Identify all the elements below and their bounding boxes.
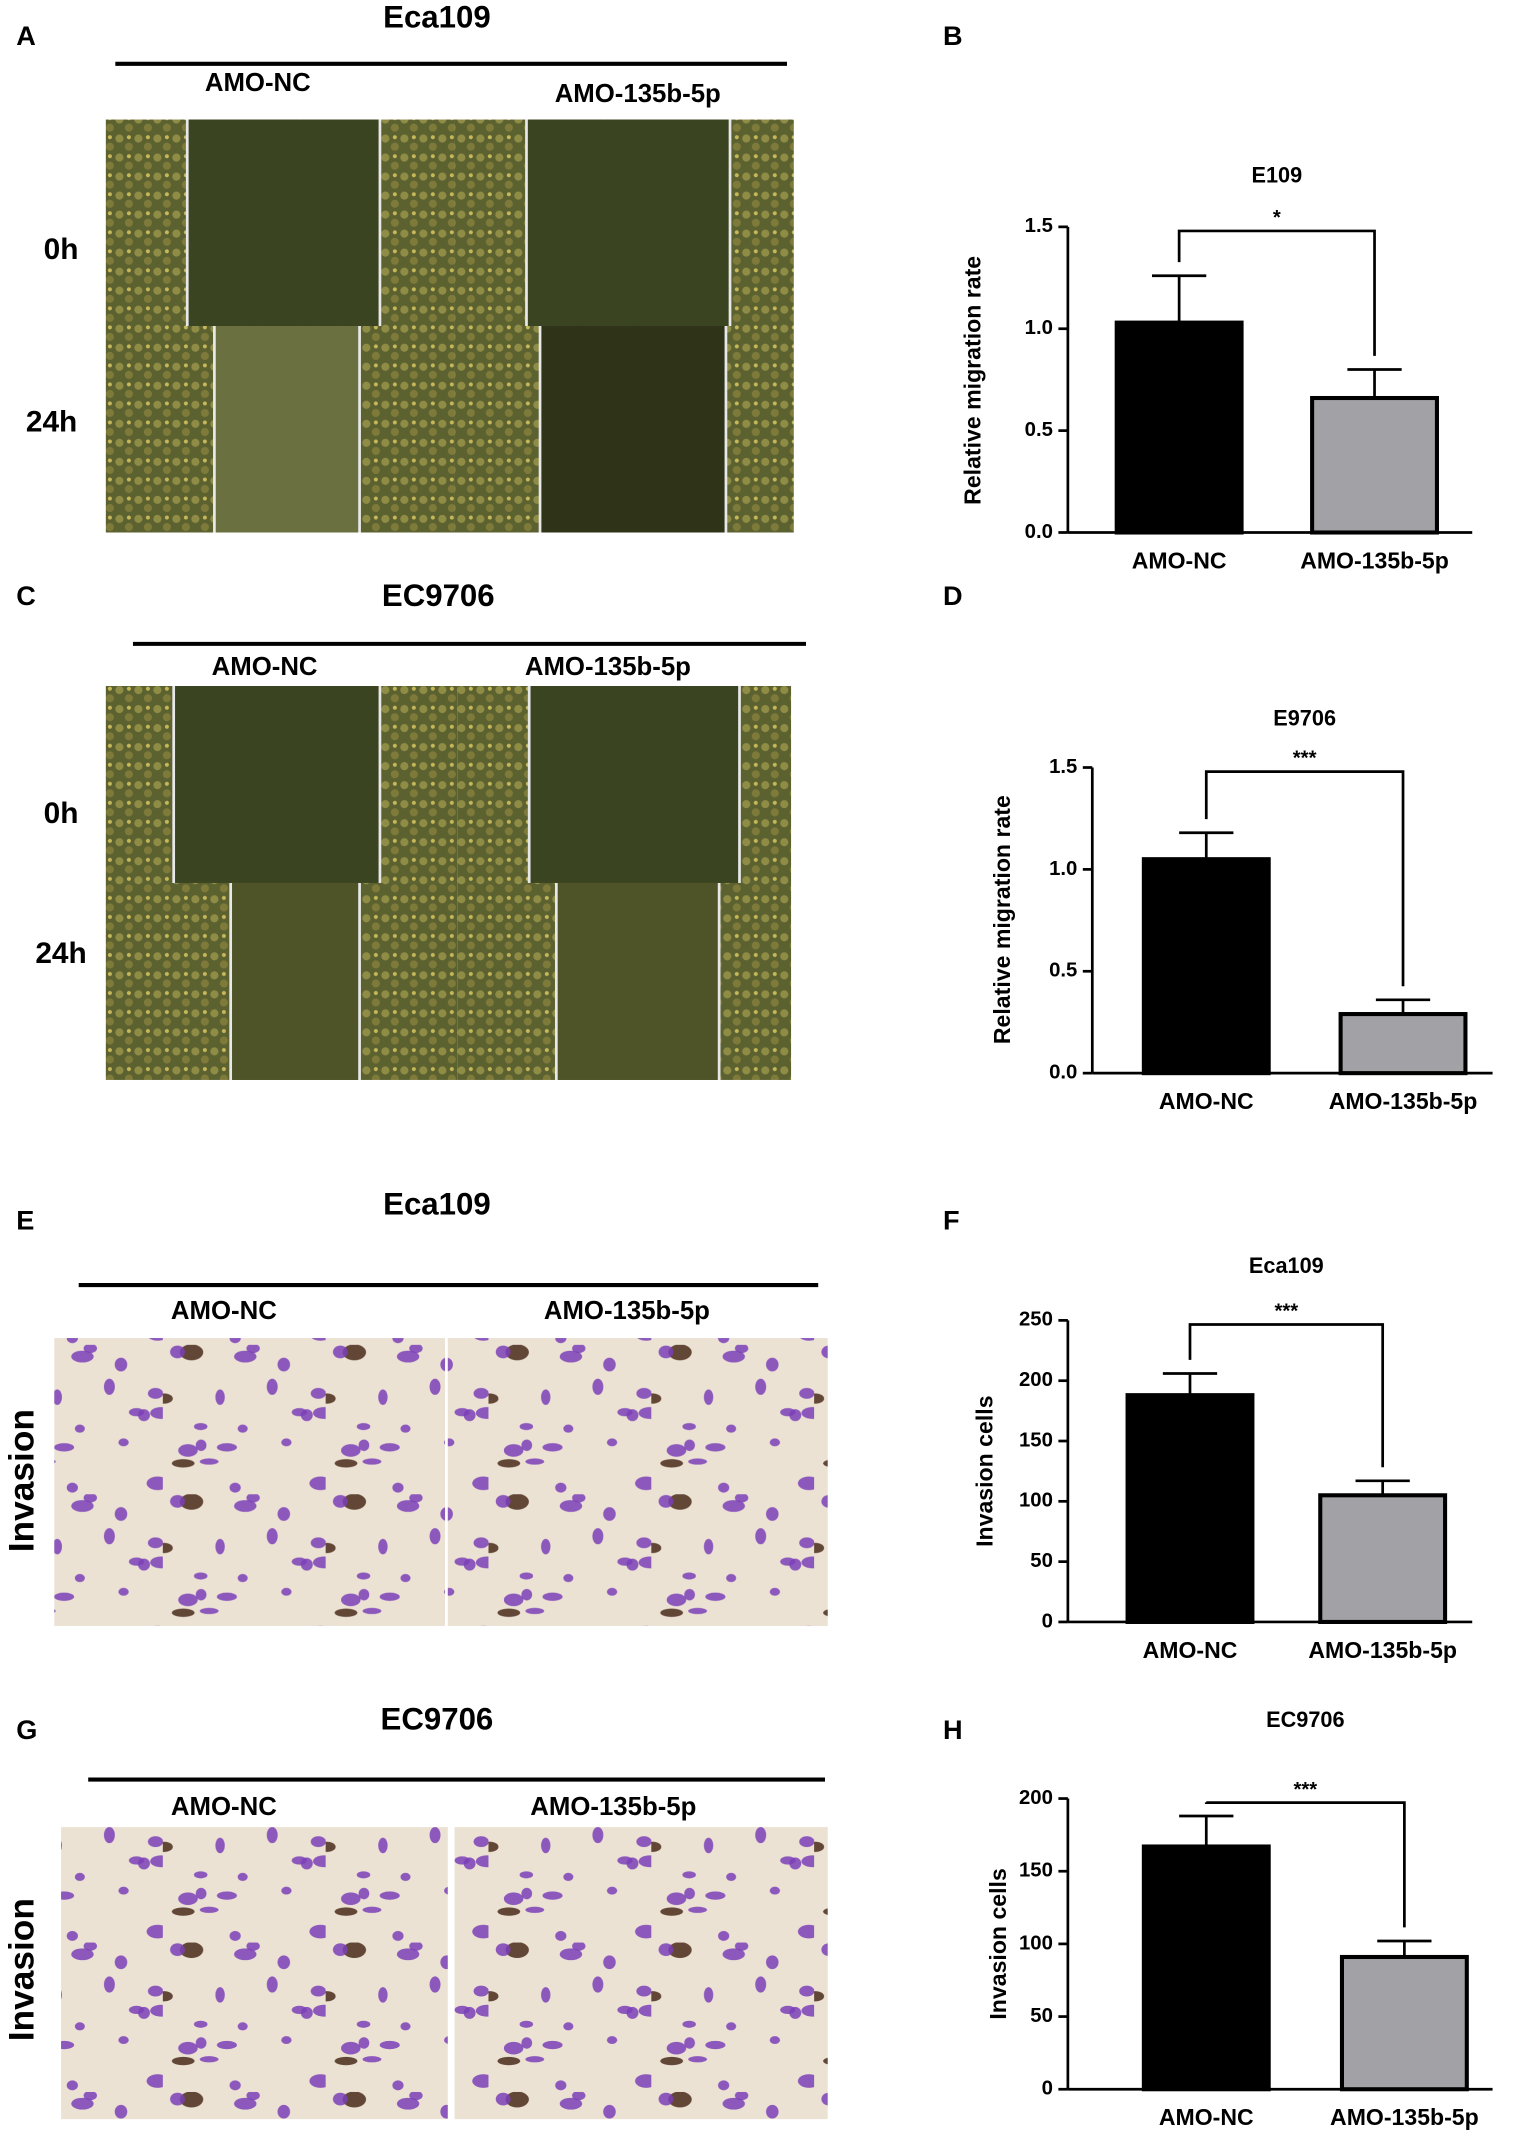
column-label: AMO-NC <box>171 1793 277 1821</box>
x-tick-label: AMO-NC <box>1159 1088 1254 1114</box>
significance: *** <box>1274 1301 1298 1323</box>
significance-bracket <box>1204 1801 1406 1928</box>
y-tick-label: 150 <box>1019 1429 1053 1451</box>
x-tick-label: AMO-135b-5p <box>1329 1088 1478 1114</box>
column-label: AMO-NC <box>212 653 318 681</box>
significance: *** <box>1293 1779 1317 1801</box>
chart-letter: H <box>943 1714 963 1745</box>
bar <box>1339 1954 1469 2092</box>
panel-title: Eca109 <box>383 1187 491 1222</box>
bar <box>1125 1393 1255 1624</box>
y-tick-label: 0.0 <box>1025 521 1053 543</box>
x-tick-label: AMO-135b-5p <box>1308 1637 1457 1663</box>
column-label: AMO-135b-5p <box>525 653 691 681</box>
panel-title: Eca109 <box>383 0 491 34</box>
column-label: AMO-NC <box>205 69 311 97</box>
wound-gap <box>529 686 740 883</box>
column-label: AMO-135b-5p <box>544 1297 710 1325</box>
x-tick-label: AMO-NC <box>1132 547 1227 573</box>
wound-gap <box>173 686 380 883</box>
bar <box>1338 1012 1468 1076</box>
significance-bracket <box>1204 770 1405 987</box>
row-label: 0h <box>44 797 79 830</box>
wound-gap <box>540 326 726 533</box>
y-tick-label: 200 <box>1019 1787 1053 1809</box>
y-tick-label: 0 <box>1042 1610 1053 1632</box>
panel-letter: E <box>16 1205 34 1236</box>
wound-gap <box>230 882 360 1080</box>
x-tick-label: AMO-135b-5p <box>1330 2104 1479 2130</box>
chart-title: E109 <box>1251 162 1302 187</box>
significance-bracket <box>1188 1323 1385 1468</box>
wound-gap <box>214 326 360 533</box>
x-tick-label: AMO-NC <box>1143 1637 1238 1663</box>
bar <box>1318 1493 1448 1624</box>
bar <box>1114 320 1244 535</box>
column-label: AMO-135b-5p <box>555 80 721 108</box>
panel-letter: C <box>16 580 36 611</box>
panel-letter: G <box>16 1714 37 1745</box>
y-tick-label: 1.0 <box>1049 858 1077 880</box>
x-tick-label: AMO-NC <box>1159 2104 1254 2130</box>
bar <box>1310 395 1439 535</box>
wound-gap <box>187 119 380 327</box>
chart-letter: B <box>943 20 963 51</box>
chart-title: Eca109 <box>1249 1253 1324 1278</box>
x-tick-label: AMO-135b-5p <box>1300 547 1449 573</box>
y-axis-label: Invasion cells <box>972 1395 998 1546</box>
significance: * <box>1273 207 1281 229</box>
y-tick-label: 1.0 <box>1025 317 1053 339</box>
micrograph <box>454 1827 828 2120</box>
y-tick-label: 0.5 <box>1049 960 1077 982</box>
y-tick-label: 50 <box>1030 1550 1053 1572</box>
row-label: 0h <box>44 233 79 266</box>
y-tick-label: 100 <box>1019 1932 1053 1954</box>
y-tick-label: 0 <box>1042 2078 1053 2100</box>
panel-title: EC9706 <box>381 1701 494 1736</box>
chart-title: EC9706 <box>1266 1707 1344 1732</box>
column-label: AMO-NC <box>171 1297 277 1325</box>
row-label: 24h <box>35 937 86 970</box>
panel-letter: A <box>16 20 36 51</box>
significance-bracket <box>1177 229 1376 356</box>
y-tick-label: 200 <box>1019 1369 1053 1391</box>
row-label: Invasion <box>3 1898 42 2041</box>
chart-letter: F <box>943 1205 960 1236</box>
y-tick-label: 0.0 <box>1049 1062 1077 1084</box>
y-axis-label: Relative migration rate <box>959 256 985 505</box>
y-axis-label: Relative migration rate <box>989 795 1015 1044</box>
wound-gap <box>526 119 731 327</box>
row-label: 24h <box>26 406 77 439</box>
wound-gap <box>556 882 720 1080</box>
y-tick-label: 50 <box>1030 2005 1053 2027</box>
bar <box>1141 1844 1271 2092</box>
y-tick-label: 0.5 <box>1025 419 1053 441</box>
y-tick-label: 250 <box>1019 1309 1053 1331</box>
chart-letter: D <box>943 580 963 611</box>
y-axis-label: Invasion cells <box>985 1868 1011 2019</box>
bar <box>1141 857 1271 1076</box>
column-label: AMO-135b-5p <box>530 1793 696 1821</box>
micrograph <box>447 1338 828 1627</box>
row-label: Invasion <box>3 1409 42 1552</box>
micrograph <box>54 1338 446 1627</box>
chart-title: E9706 <box>1273 706 1336 731</box>
y-tick-label: 1.5 <box>1025 215 1053 237</box>
y-tick-label: 100 <box>1019 1490 1053 1512</box>
significance: *** <box>1293 748 1317 770</box>
micrograph <box>61 1827 448 2120</box>
panel-title: EC9706 <box>382 578 495 613</box>
y-tick-label: 150 <box>1019 1860 1053 1882</box>
y-tick-label: 1.5 <box>1049 756 1077 778</box>
